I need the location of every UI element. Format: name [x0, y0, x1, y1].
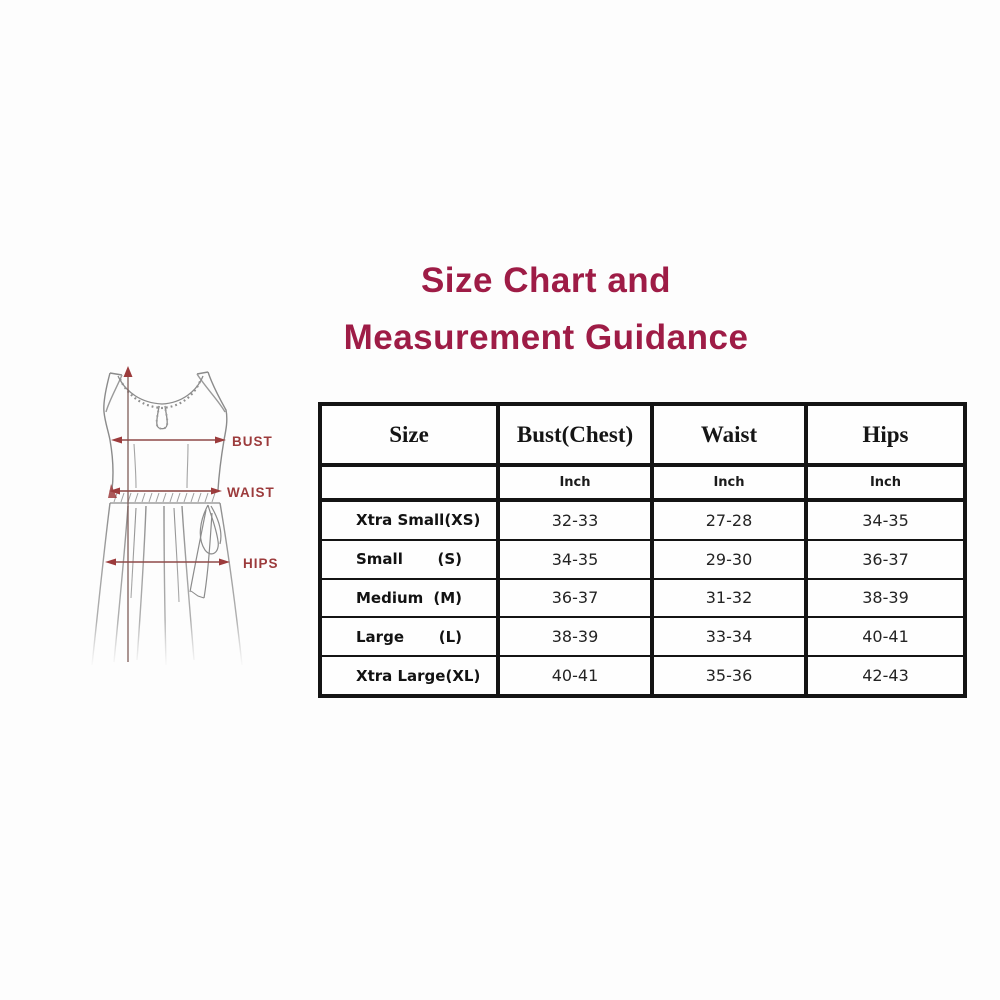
- hips-value: 42-43: [804, 655, 967, 698]
- hips-value: 34-35: [804, 497, 967, 541]
- bust-label: BUST: [232, 434, 273, 449]
- waist-label: WAIST: [227, 485, 275, 500]
- dress-sketch-outline: [103, 371, 228, 491]
- size-name: Xtra Large: [356, 666, 446, 685]
- size-name: Large: [356, 627, 404, 646]
- table-row-m: Medium (M) 36-37 31-32 38-39: [318, 577, 967, 619]
- skirt-lines: [91, 502, 243, 666]
- unit-cell-bust: Inch: [496, 463, 654, 502]
- waist-tie-bow: [189, 504, 222, 599]
- hips-arrow: [105, 558, 230, 566]
- page-title-line-2: Measurement Guidance: [343, 318, 749, 357]
- bust-value: 36-37: [496, 577, 654, 619]
- bust-value: 40-41: [496, 655, 654, 698]
- waist-arrow: [108, 484, 222, 498]
- table-row-s: Small (S) 34-35 29-30 36-37: [318, 538, 967, 580]
- size-name-cell: Large (L): [318, 616, 500, 658]
- table-row-l: Large (L) 38-39 33-34 40-41: [318, 616, 967, 658]
- waist-value: 27-28: [650, 497, 808, 541]
- dress-measurement-diagram: BUST WAIST HIPS: [70, 360, 320, 680]
- page-title: Size Chart and Measurement Guidance: [344, 252, 749, 366]
- unit-cell-size: [318, 463, 500, 502]
- neckline-detail: [117, 375, 204, 430]
- size-name: Xtra Small: [356, 511, 445, 530]
- bust-value: 32-33: [496, 497, 654, 541]
- size-name-cell: Xtra Large (XL): [318, 655, 500, 698]
- length-measure-line: [123, 366, 133, 662]
- size-abbr: (XL): [445, 666, 481, 685]
- hips-value: 38-39: [804, 577, 967, 619]
- bust-value: 34-35: [496, 538, 654, 580]
- table-row-xl: Xtra Large (XL) 40-41 35-36 42-43: [318, 655, 967, 698]
- size-name: Small: [356, 550, 403, 569]
- waist-value: 29-30: [650, 538, 808, 580]
- bust-arrow: [111, 436, 226, 444]
- hips-column-header: Hips: [804, 401, 967, 468]
- unit-row: Inch Inch Inch: [318, 463, 967, 502]
- unit-cell-waist: Inch: [650, 463, 808, 502]
- page-title-line-1: Size Chart and: [420, 261, 672, 300]
- hips-value: 40-41: [804, 616, 967, 658]
- size-column-header: Size: [318, 401, 500, 468]
- size-abbr: (L): [438, 627, 462, 646]
- hips-label: HIPS: [243, 556, 279, 571]
- waist-value: 35-36: [650, 655, 808, 698]
- size-abbr: (XS): [444, 511, 481, 530]
- hips-value: 36-37: [804, 538, 967, 580]
- table-row-xs: Xtra Small (XS) 32-33 27-28 34-35: [318, 497, 967, 541]
- size-abbr: (S): [437, 550, 462, 569]
- waist-value: 31-32: [650, 577, 808, 619]
- waist-value: 33-34: [650, 616, 808, 658]
- size-name-cell: Small (S): [318, 538, 500, 580]
- size-name-cell: Medium (M): [318, 577, 500, 619]
- bust-value: 38-39: [496, 616, 654, 658]
- waist-column-header: Waist: [650, 401, 808, 468]
- size-table: Size Bust(Chest) Waist Hips Inch Inch In…: [318, 401, 967, 698]
- size-name: Medium: [356, 588, 424, 607]
- size-abbr: (M): [433, 588, 462, 607]
- unit-cell-hips: Inch: [804, 463, 967, 502]
- table-header-row: Size Bust(Chest) Waist Hips: [318, 401, 967, 468]
- size-name-cell: Xtra Small (XS): [318, 497, 500, 541]
- bust-column-header: Bust(Chest): [496, 401, 654, 468]
- waistband: [110, 490, 220, 504]
